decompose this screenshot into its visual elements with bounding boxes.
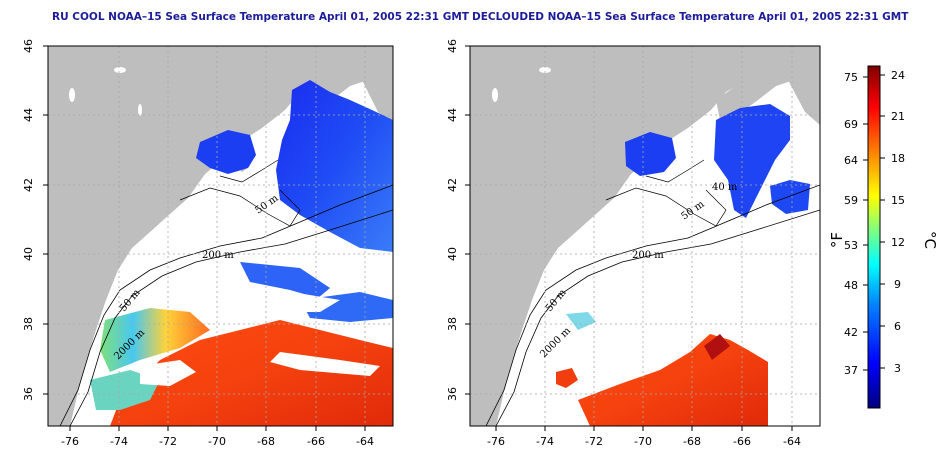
left-lat-axis: 46 44 42 40 38 36 xyxy=(22,39,48,401)
right-cold-water-east xyxy=(714,104,790,218)
colorbar-f-tick-53: 53 xyxy=(844,239,858,252)
colorbar-f-tick-48: 48 xyxy=(844,279,858,292)
colorbar-f-tick-75: 75 xyxy=(844,71,858,84)
right-lat-tick-44: 44 xyxy=(446,108,459,122)
right-cold-water-west xyxy=(625,132,676,176)
left-lat-tick-42: 42 xyxy=(22,178,35,192)
right-lat-tick-46: 46 xyxy=(446,39,459,53)
colorbar-c-tick-15: 15 xyxy=(891,194,905,207)
right-land-mass xyxy=(470,46,820,426)
left-lon-tick--66: -66 xyxy=(307,435,325,448)
left-contour-label-200m: 200 m xyxy=(202,250,234,261)
left-cold-water xyxy=(276,80,393,252)
colorbar-f-tick-69: 69 xyxy=(844,118,858,131)
colorbar-c-tick-6: 6 xyxy=(894,320,901,333)
colorbar-f-tick-37: 37 xyxy=(844,364,858,377)
colorbar-c-tick-18: 18 xyxy=(891,152,905,165)
right-lat-tick-36: 36 xyxy=(446,387,459,401)
right-lon-tick--66: -66 xyxy=(733,435,751,448)
right-lat-tick-42: 42 xyxy=(446,178,459,192)
left-lat-tick-40: 40 xyxy=(22,247,35,261)
colorbar-c-tick-9: 9 xyxy=(894,278,901,291)
left-lon-tick--76: -76 xyxy=(61,435,79,448)
right-warm-water xyxy=(578,334,768,426)
colorbar-c-tick-21: 21 xyxy=(891,110,905,123)
right-lon-tick--68: -68 xyxy=(683,435,701,448)
colorbar-celsius-unit: °C xyxy=(921,231,939,249)
left-lon-tick--74: -74 xyxy=(110,435,128,448)
right-lon-tick--72: -72 xyxy=(585,435,603,448)
colorbar-f-tick-59: 59 xyxy=(844,194,858,207)
right-lon-tick--76: -76 xyxy=(487,435,505,448)
left-lon-tick--68: -68 xyxy=(257,435,275,448)
left-warm-water xyxy=(110,320,393,426)
right-lon-tick--64: -64 xyxy=(783,435,801,448)
right-map-panel: 40 m 50 m 200 m 50 m 2000 m 46 44 42 40 … xyxy=(446,39,821,448)
right-contour-label-40m: 40 m xyxy=(712,182,738,193)
right-contour-label-200m: 200 m xyxy=(632,250,664,261)
colorbar-c-tick-24: 24 xyxy=(891,69,905,82)
left-lat-tick-38: 38 xyxy=(22,317,35,331)
colorbar-gradient xyxy=(867,65,881,409)
left-lon-tick--64: -64 xyxy=(356,435,374,448)
right-lon-tick--74: -74 xyxy=(536,435,554,448)
left-lat-tick-36: 36 xyxy=(22,387,35,401)
right-map-title: DECLOUDED NOAA–15 Sea Surface Temperatur… xyxy=(472,11,909,23)
colorbar-f-tick-64: 64 xyxy=(844,154,858,167)
left-lat-tick-46: 46 xyxy=(22,39,35,53)
right-lon-tick--70: -70 xyxy=(634,435,652,448)
left-land-mass xyxy=(48,46,393,426)
colorbar-fahrenheit-unit: °F xyxy=(828,232,846,248)
colorbar-f-tick-42: 42 xyxy=(844,326,858,339)
left-map-panel: 50 m 200 m 50 m 2000 m 46 44 42 40 38 36 xyxy=(22,39,394,448)
left-lat-tick-44: 44 xyxy=(22,108,35,122)
right-lon-axis: -76 -74 -72 -70 -68 -66 -64 xyxy=(487,426,801,448)
left-lon-tick--72: -72 xyxy=(159,435,177,448)
right-lat-tick-40: 40 xyxy=(446,247,459,261)
left-lon-axis: -76 -74 -72 -70 -68 -66 -64 xyxy=(61,426,374,448)
colorbar-c-tick-3: 3 xyxy=(894,362,901,375)
sst-colorbar: 75 69 64 59 53 48 42 37 24 21 18 15 12 9… xyxy=(828,65,939,409)
right-lat-axis: 46 44 42 40 38 36 xyxy=(446,39,470,401)
right-lat-tick-38: 38 xyxy=(446,317,459,331)
left-lon-tick--70: -70 xyxy=(208,435,226,448)
colorbar-c-tick-12: 12 xyxy=(891,236,905,249)
left-map-title: RU COOL NOAA–15 Sea Surface Temperature … xyxy=(52,11,469,23)
